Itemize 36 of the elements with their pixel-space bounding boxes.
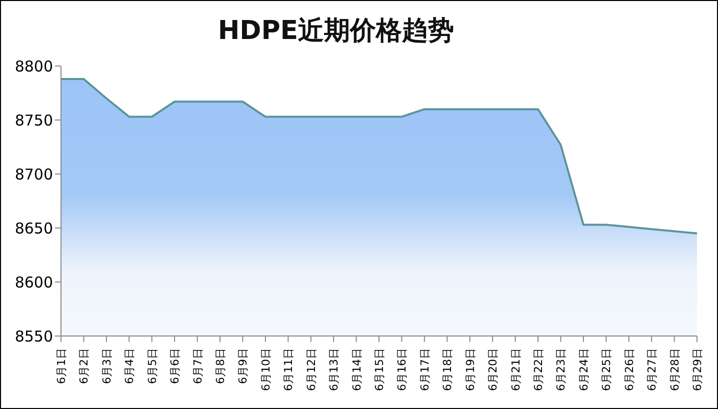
- x-tick-label: 6月27日: [646, 348, 659, 391]
- x-tick-label: 6月23日: [554, 348, 568, 391]
- x-tick-label: 6月24日: [577, 348, 590, 391]
- x-tick-label: 6月2日: [78, 348, 91, 384]
- x-tick-label: 6月22日: [532, 348, 545, 391]
- x-tick-label: 6月7日: [191, 348, 204, 384]
- x-tick-label: 6月6日: [168, 348, 182, 384]
- x-tick-label: 6月18日: [441, 348, 454, 391]
- x-tick-label: 6月14日: [350, 348, 364, 391]
- chart-title: HDPE近期价格趋势: [216, 15, 456, 48]
- x-tick-label: 6月29日: [691, 348, 704, 391]
- y-tick-label: 8650: [14, 219, 53, 238]
- x-tick-label: 6月12日: [304, 348, 318, 391]
- x-tick-label: 6月26日: [622, 348, 636, 391]
- x-tick-label: 6月3日: [100, 348, 114, 384]
- y-tick-label: 8750: [14, 111, 53, 130]
- x-tick-label: 6月1日: [55, 348, 68, 384]
- x-tick-label: 6月5日: [146, 348, 159, 384]
- x-tick-label: 6月16日: [396, 348, 409, 391]
- x-tick-label: 6月21日: [509, 348, 522, 391]
- x-tick-label: 6月10日: [259, 348, 272, 391]
- y-tick-label: 8700: [14, 165, 53, 184]
- x-tick-label: 6月28日: [668, 348, 682, 391]
- x-tick-label: 6月13日: [328, 348, 341, 391]
- y-tick-label: 8800: [14, 57, 53, 76]
- x-tick-label: 6月20日: [486, 348, 500, 391]
- x-tick-label: 6月15日: [373, 348, 386, 391]
- x-tick-label: 6月4日: [123, 348, 136, 384]
- y-tick-label: 8600: [14, 273, 53, 292]
- x-tick-label: 6月25日: [600, 348, 614, 391]
- x-tick-label: 6月8日: [214, 348, 227, 384]
- x-tick-label: 6月11日: [282, 348, 296, 391]
- y-tick-label: 8550: [14, 327, 53, 346]
- x-tick-label: 6月19日: [464, 348, 477, 391]
- x-tick-label: 6月17日: [418, 348, 432, 391]
- x-tick-label: 6月9日: [236, 348, 250, 384]
